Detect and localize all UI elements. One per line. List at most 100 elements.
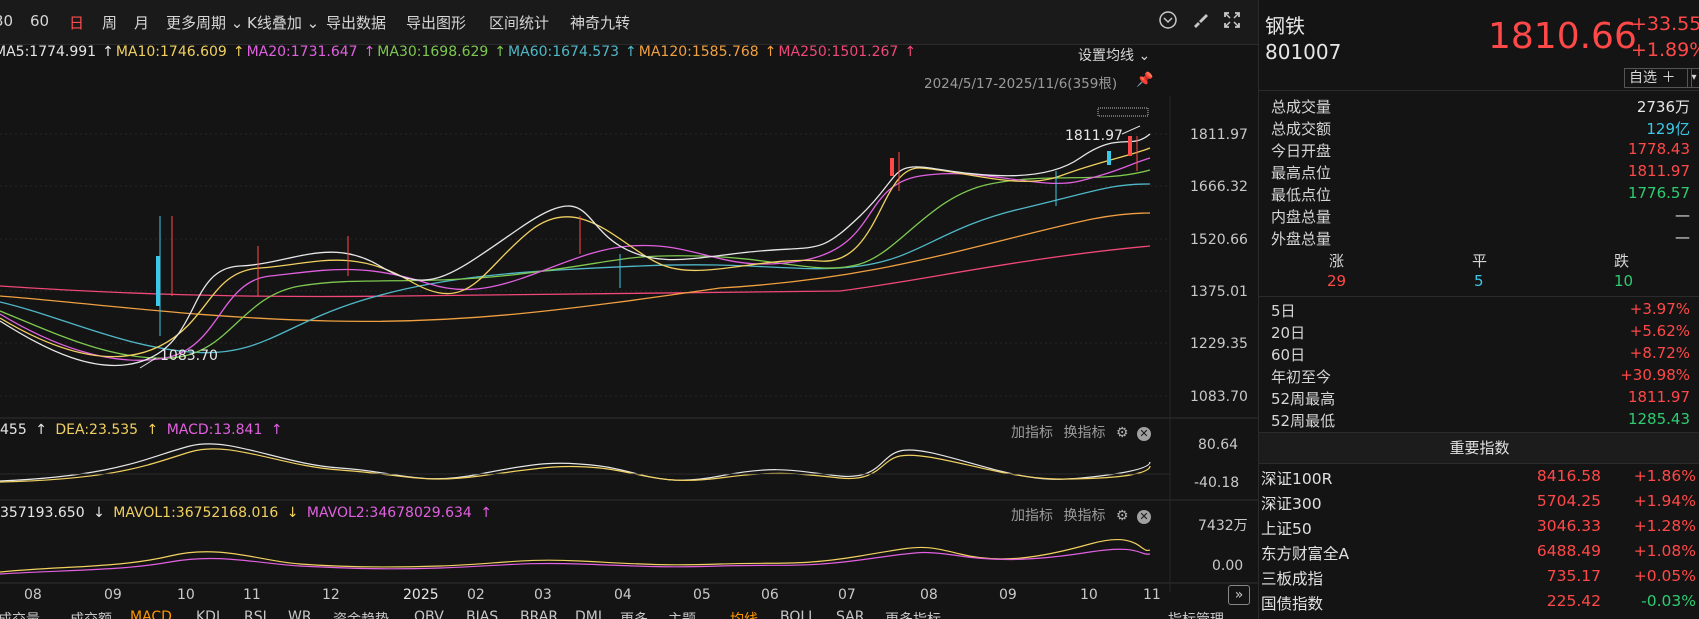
tab-brar[interactable]: BRAR <box>520 609 559 619</box>
y-tick: 1375.01 <box>1190 284 1248 300</box>
tab-dmi[interactable]: DMI <box>575 609 602 619</box>
range-stats-button[interactable]: 区间统计 <box>489 14 550 32</box>
stat-row: 内盘总量 — <box>1271 206 1690 228</box>
ma-settings-dropdown[interactable]: 设置均线 ⌄ <box>1078 48 1151 64</box>
index-price: 8416.58 <box>1536 467 1601 485</box>
export-data-button[interactable]: 导出数据 <box>326 14 387 32</box>
tab-obv[interactable]: OBV <box>414 609 444 619</box>
index-row[interactable]: 东方财富全A 6488.49 +1.08% <box>1261 542 1696 566</box>
y-tick: 1811.97 <box>1190 127 1248 143</box>
chevron-down-circle-icon[interactable] <box>1156 10 1180 34</box>
x-tick: 08 <box>920 587 938 603</box>
volume-tick: 0.00 <box>1212 558 1243 574</box>
index-change: +1.94% <box>1633 492 1696 510</box>
low-arrow <box>139 357 157 369</box>
stat-value: 1811.97 <box>1627 162 1690 180</box>
add-indicator-button[interactable]: 加指标 <box>1011 425 1053 441</box>
tab-wr[interactable]: WR <box>288 609 312 619</box>
period-60[interactable]: 60 <box>30 12 50 30</box>
index-row[interactable]: 三板成指 735.17 +0.05% <box>1261 567 1696 591</box>
perf-value: 1811.97 <box>1627 388 1690 406</box>
switch-indicator-button[interactable]: 换指标 <box>1063 508 1106 524</box>
up-arrow-icon: ↑ <box>363 44 376 60</box>
index-change: +0.05% <box>1633 567 1696 585</box>
fullscreen-icon[interactable] <box>1220 10 1244 34</box>
tab-more[interactable]: 更多 <box>620 609 648 619</box>
close-icon[interactable]: ✕ <box>1136 427 1151 441</box>
up-arrow-icon: ↑ <box>480 505 493 521</box>
tab-ma[interactable]: 均线 <box>730 609 758 619</box>
ma5-value: MA5:1774.991 <box>0 44 97 60</box>
tab-bias[interactable]: BIAS <box>466 609 499 619</box>
add-indicator-button[interactable]: 加指标 <box>1011 508 1053 524</box>
index-name: 三板成指 <box>1261 570 1324 588</box>
switch-indicator-button[interactable]: 换指标 <box>1063 425 1106 441</box>
gear-icon[interactable]: ⚙ <box>1115 508 1129 524</box>
tab-sar[interactable]: SAR <box>836 609 865 619</box>
ma30-curve <box>0 169 1151 359</box>
index-row[interactable]: 国债指数 225.42 -0.03% <box>1261 592 1696 616</box>
ma250-curve <box>0 245 1151 298</box>
index-name: 国债指数 <box>1261 595 1324 613</box>
price-change: +33.55 <box>1631 13 1699 35</box>
index-change: +1.28% <box>1633 517 1696 535</box>
export-chart-button[interactable]: 导出图形 <box>406 14 467 32</box>
index-row[interactable]: 深证100R 8416.58 +1.86% <box>1261 467 1696 491</box>
up-arrow-icon: ↑ <box>625 44 637 60</box>
stat-label: 内盘总量 <box>1271 208 1332 226</box>
period-week[interactable]: 周 <box>102 14 118 32</box>
tab-theme[interactable]: 主题 <box>668 609 696 619</box>
perf-label: 5日 <box>1271 302 1296 320</box>
index-row[interactable]: 上证50 3046.33 +1.28% <box>1261 517 1696 541</box>
kline-chart[interactable]: 1811.97 1083.70 1811.97 1666.32 1520.66 … <box>0 96 1258 592</box>
index-change: +1.08% <box>1633 542 1696 560</box>
stat-row: 最低点位 1776.57 <box>1271 184 1690 206</box>
index-row[interactable]: 深证300 5704.25 +1.94% <box>1261 492 1696 516</box>
quote-panel: 钢铁 801007 1810.66 +33.55 +1.89% 自选 ＋ ▾ 总… <box>1258 0 1699 619</box>
tab-macd[interactable]: MACD <box>130 609 172 619</box>
gear-icon[interactable]: ⚙ <box>1115 425 1129 441</box>
index-price: 225.42 <box>1546 592 1601 610</box>
stat-row: 最高点位 1811.97 <box>1271 162 1690 184</box>
close-icon[interactable]: ✕ <box>1136 510 1151 524</box>
more-periods-dropdown[interactable]: 更多周期 ⌄ <box>166 14 244 32</box>
macd-tick: 80.64 <box>1198 437 1238 453</box>
draw-brush-icon[interactable] <box>1188 10 1212 34</box>
mavol2-value: MAVOL2:34678029.634 <box>306 505 472 521</box>
indices-title: 重要指数 <box>1259 432 1699 464</box>
macd-controls: 加指标 换指标 ⚙ ✕ <box>1011 422 1151 442</box>
double-chevron-right-icon[interactable]: » <box>1228 585 1250 605</box>
ma60-value: MA60:1674.573 <box>508 44 620 60</box>
add-watchlist-button[interactable]: 自选 ＋ <box>1624 68 1692 88</box>
period-day[interactable]: 日 <box>69 14 85 32</box>
up-arrow-icon: ↑ <box>270 422 283 438</box>
magic-nine-button[interactable]: 神奇九转 <box>570 14 631 32</box>
tab-volume[interactable]: 成交量 <box>0 609 40 619</box>
tab-boll[interactable]: BOLL <box>780 609 816 619</box>
flat-count: 5 <box>1474 272 1484 290</box>
stat-value: 129亿 <box>1646 120 1690 138</box>
market-breadth: 涨 平 跌 29 5 10 <box>1259 250 1699 294</box>
price-change-pct: +1.89% <box>1631 39 1699 61</box>
tab-kdj[interactable]: KDJ <box>196 609 221 619</box>
ma-legend: MA5:1774.991 ↑ MA10:1746.609 ↑ MA20:1731.647… <box>0 44 918 66</box>
chevron-down-icon[interactable]: ▾ <box>1687 68 1699 88</box>
tab-amount[interactable]: 成交额 <box>70 609 112 619</box>
up-arrow-icon: ↑ <box>232 44 245 60</box>
pin-icon[interactable]: 📌 <box>1136 72 1154 88</box>
tab-rsi[interactable]: RSI <box>244 609 267 619</box>
perf-label: 年初至今 <box>1271 368 1332 386</box>
period-30[interactable]: 30 <box>0 12 14 30</box>
macd-value: MACD:13.841 <box>166 422 263 438</box>
ma120-value: MA120:1585.768 <box>638 44 759 60</box>
indicator-manage-button[interactable]: 指标管理 <box>1168 609 1224 619</box>
kline-overlay-dropdown[interactable]: K线叠加 ⌄ <box>247 14 320 32</box>
perf-label: 20日 <box>1271 324 1306 342</box>
y-tick: 1229.35 <box>1190 336 1248 352</box>
tab-fund-trend[interactable]: 资金趋势 <box>333 609 389 619</box>
macd-tick: -40.18 <box>1194 475 1239 491</box>
macd-panel <box>0 443 1170 483</box>
tab-more-indicators[interactable]: 更多指标 <box>885 609 941 619</box>
period-month[interactable]: 月 <box>134 14 150 32</box>
y-tick: 1666.32 <box>1190 179 1248 195</box>
